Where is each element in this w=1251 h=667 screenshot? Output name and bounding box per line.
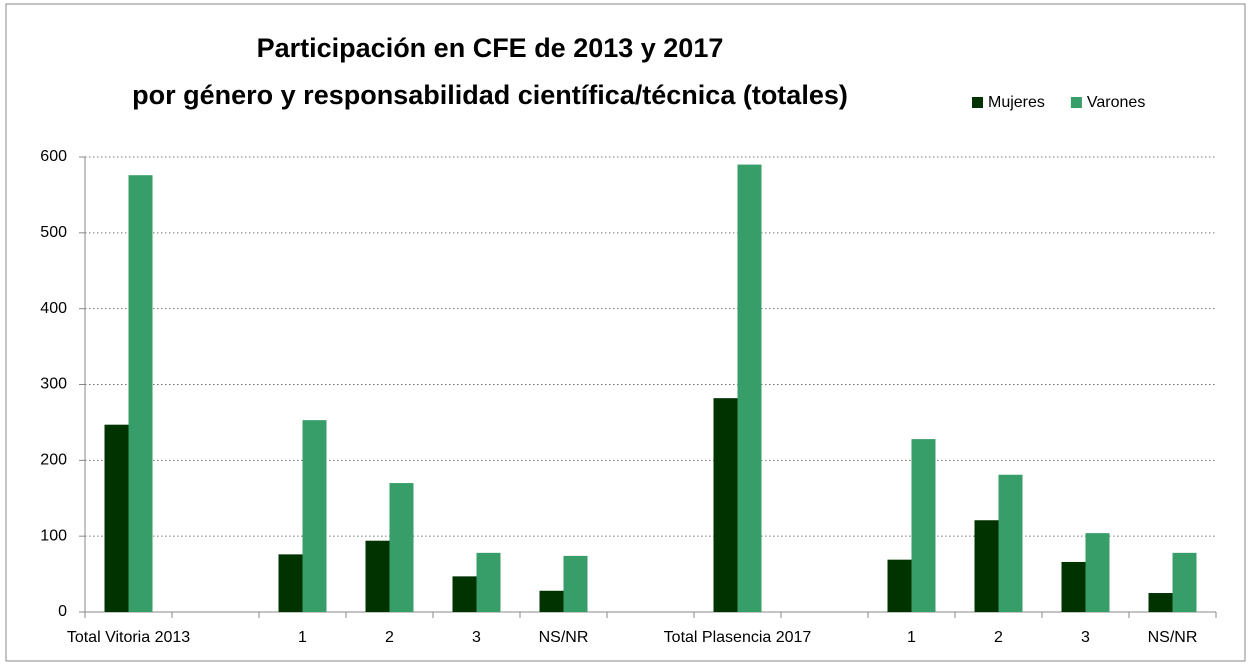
- y-tick-label: 300: [40, 376, 67, 393]
- bar: [278, 554, 303, 612]
- bar: [476, 552, 501, 612]
- y-tick-label: 500: [40, 224, 67, 241]
- bar: [563, 555, 588, 612]
- y-tick-label: 200: [40, 452, 67, 469]
- bar: [998, 474, 1023, 612]
- x-tick-label: 1: [298, 629, 307, 646]
- bar: [713, 398, 738, 612]
- x-tick-label: NS/NR: [1148, 629, 1198, 646]
- x-tick-label: Total Plasencia 2017: [664, 629, 812, 646]
- x-tick-label: 1: [907, 629, 916, 646]
- legend-label: Mujeres: [988, 94, 1045, 111]
- y-tick-label: 100: [40, 527, 67, 544]
- bar: [1061, 561, 1086, 612]
- bar: [1172, 552, 1197, 612]
- bar: [974, 520, 999, 612]
- bar: [539, 590, 564, 612]
- bar: [302, 420, 327, 612]
- x-tick-label: 3: [472, 629, 481, 646]
- bar: [911, 439, 936, 612]
- bar: [365, 540, 390, 612]
- chart-title: por género y responsabilidad científica/…: [132, 80, 848, 110]
- bar: [1148, 593, 1173, 612]
- bar: [737, 164, 762, 613]
- y-tick-label: 0: [58, 603, 67, 620]
- x-tick-label: 2: [385, 629, 394, 646]
- x-tick-label: Total Vitoria 2013: [67, 629, 190, 646]
- legend-swatch: [1070, 97, 1082, 108]
- bar: [1085, 533, 1110, 612]
- chart-border: [5, 3, 1246, 662]
- x-tick-label: 3: [1081, 629, 1090, 646]
- bar: [104, 424, 129, 612]
- bar: [887, 559, 912, 612]
- y-tick-label: 600: [40, 148, 67, 165]
- x-tick-label: 2: [994, 629, 1003, 646]
- chart-title: Participación en CFE de 2013 y 2017: [257, 33, 724, 63]
- legend-swatch: [972, 97, 983, 108]
- x-tick-label: NS/NR: [539, 629, 589, 646]
- legend-label: Varones: [1087, 94, 1145, 111]
- bar: [389, 483, 414, 612]
- bar: [452, 576, 477, 612]
- y-tick-label: 400: [40, 300, 67, 317]
- bar: [128, 175, 153, 612]
